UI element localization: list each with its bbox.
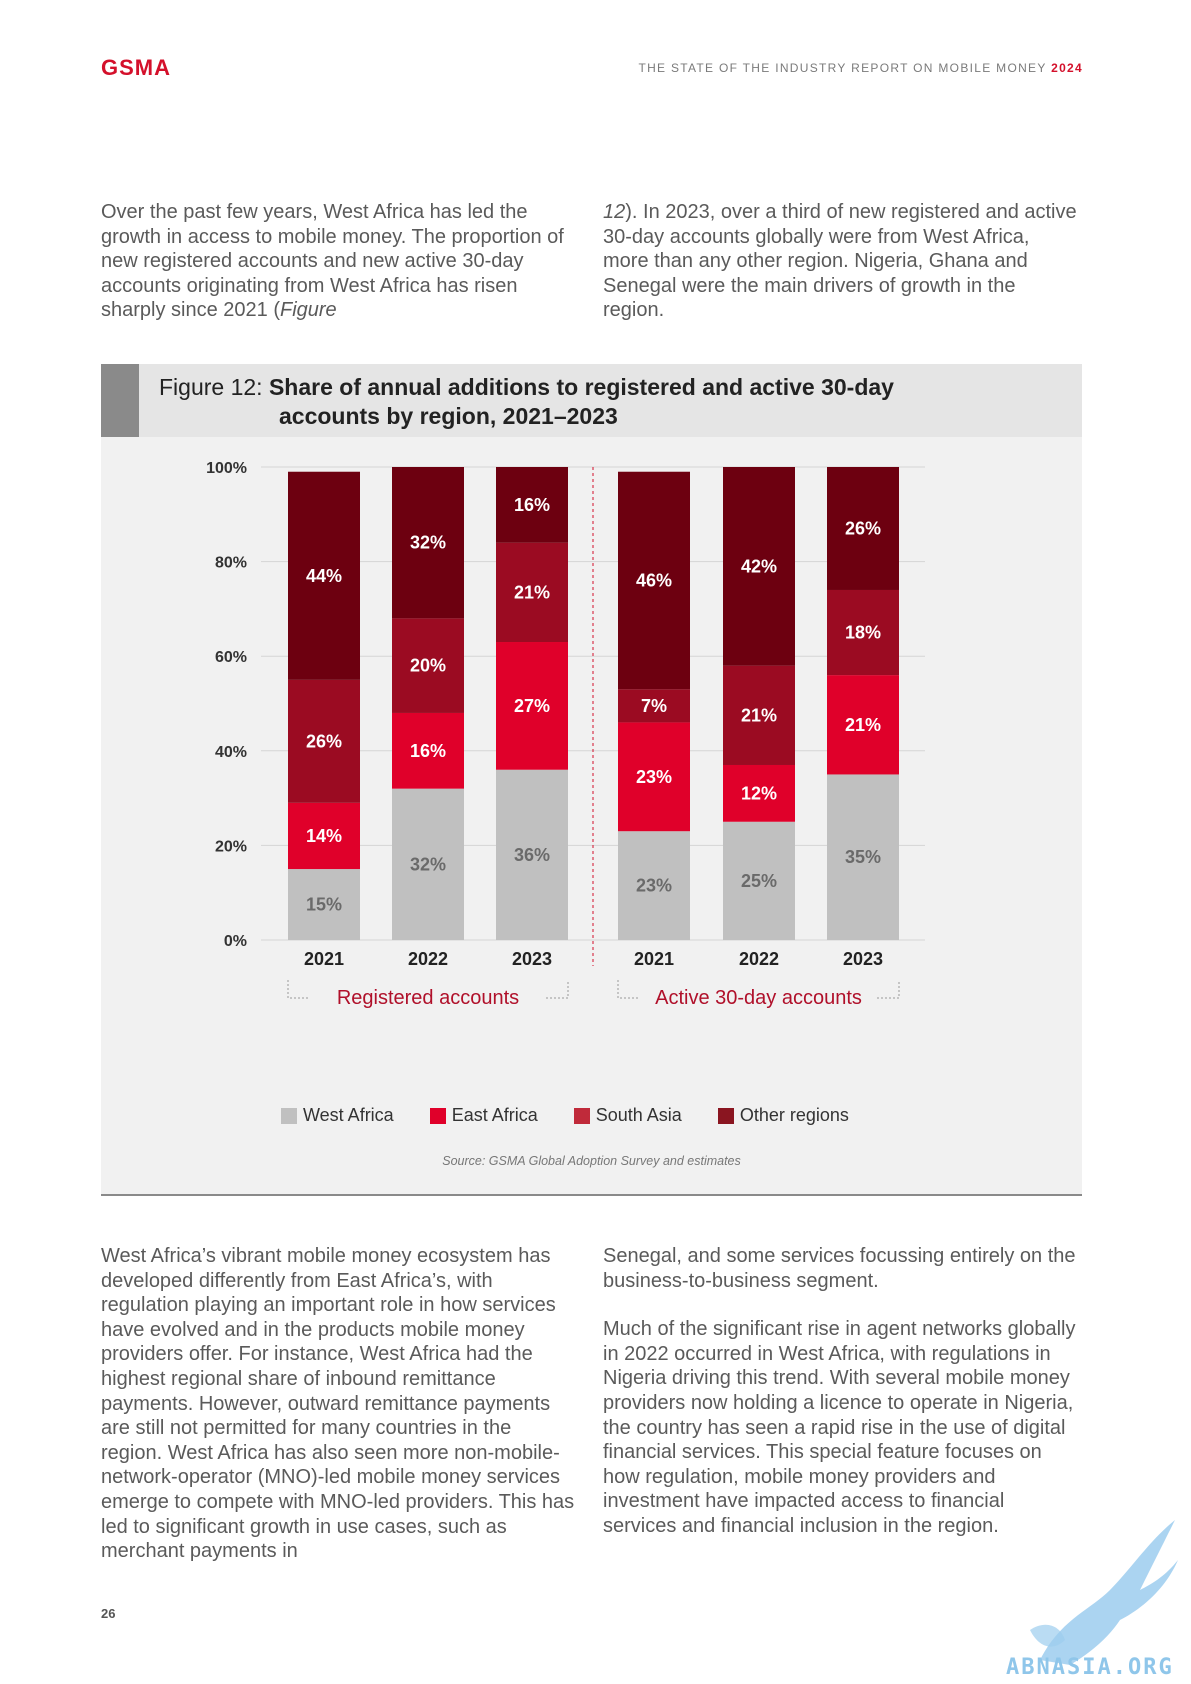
data-label: 21%	[741, 705, 777, 725]
data-label: 16%	[514, 495, 550, 515]
group-label: Active 30-day accounts	[655, 987, 862, 1009]
data-label: 46%	[636, 571, 672, 591]
data-label: 12%	[741, 783, 777, 803]
data-label: 42%	[741, 556, 777, 576]
data-label: 32%	[410, 854, 446, 874]
data-label: 26%	[845, 518, 881, 538]
bar-segment	[288, 679, 360, 803]
legend-label: West Africa	[303, 1105, 394, 1125]
x-tick-label: 2023	[843, 949, 883, 969]
bar-segment	[723, 821, 795, 940]
bar-segment	[723, 665, 795, 765]
bar-segment	[392, 712, 464, 789]
chart-legend: West Africa East Africa South Asia Other re…	[281, 1105, 849, 1126]
watermark-bird-icon	[1030, 1520, 1178, 1665]
bar-segment	[827, 589, 899, 676]
bar-segment	[392, 788, 464, 940]
bar-segment	[827, 774, 899, 940]
data-label: 32%	[410, 533, 446, 553]
x-tick-label: 2022	[408, 949, 448, 969]
data-label: 20%	[410, 656, 446, 676]
data-label: 21%	[514, 582, 550, 602]
legend-swatch	[573, 1107, 590, 1124]
data-label: 23%	[636, 767, 672, 787]
figure-title: Figure 12: Share of annual additions to …	[159, 374, 894, 429]
data-label: 27%	[514, 696, 550, 716]
legend-item: East Africa	[429, 1105, 538, 1126]
y-tick-label: 80%	[215, 555, 247, 572]
body-left-column: West Africa’s vibrant mobile money ecosy…	[101, 1245, 575, 1563]
data-label: 7%	[641, 696, 667, 716]
x-tick-label: 2022	[739, 949, 779, 969]
data-label: 44%	[306, 566, 342, 586]
y-tick-label: 0%	[224, 933, 247, 950]
bar-segment	[618, 471, 690, 690]
data-label: 18%	[845, 623, 881, 643]
bar-segment	[618, 831, 690, 940]
y-tick-label: 40%	[215, 744, 247, 761]
figure-header: Figure 12: Share of annual additions to …	[101, 364, 1082, 437]
bar-segment	[723, 764, 795, 822]
watermark-text: ABNASIA.ORG	[1006, 1655, 1174, 1680]
legend-item: West Africa	[281, 1105, 394, 1126]
bar-segment	[288, 869, 360, 940]
bar-segment	[288, 471, 360, 680]
data-label: 26%	[306, 731, 342, 751]
y-tick-label: 60%	[215, 649, 247, 666]
bar-segment	[723, 467, 795, 666]
legend-swatch	[281, 1107, 297, 1124]
data-label: 15%	[306, 895, 342, 915]
data-label: 21%	[845, 715, 881, 735]
group-bracket	[617, 980, 900, 999]
data-label: 36%	[514, 845, 550, 865]
figure-12: Figure 12: Share of annual additions to …	[101, 364, 1082, 1196]
data-label: 35%	[845, 847, 881, 867]
bar-segment	[618, 689, 690, 723]
legend-swatch	[717, 1107, 734, 1124]
x-tick-label: 2023	[512, 949, 552, 969]
y-tick-label: 100%	[206, 460, 247, 477]
figure-header-bar	[101, 364, 139, 437]
group-label: Registered accounts	[337, 987, 519, 1009]
intro-right-column: 12). In 2023, over a third of new regist…	[603, 201, 1077, 322]
bar-segment	[392, 467, 464, 619]
legend-label: Other regions	[739, 1105, 849, 1125]
figure-source: Source: GSMA Global Adoption Survey and …	[442, 1154, 741, 1168]
report-year: 2024	[1051, 61, 1083, 75]
data-label: 23%	[636, 876, 672, 896]
y-tick-label: 20%	[215, 838, 247, 855]
legend-label: South Asia	[595, 1105, 682, 1125]
data-label: 16%	[410, 741, 446, 761]
bar-segment	[496, 769, 568, 940]
legend-swatch	[429, 1107, 446, 1124]
gsma-logo: GSMA	[101, 55, 171, 80]
bar-segment	[827, 467, 899, 590]
x-tick-label: 2021	[304, 949, 344, 969]
bar-segment	[496, 467, 568, 543]
intro-left-column: Over the past few years, West Africa has…	[101, 201, 564, 322]
legend-item: South Asia	[573, 1105, 682, 1126]
data-label: 25%	[741, 871, 777, 891]
bar-segment	[288, 802, 360, 870]
bar-segment	[827, 675, 899, 775]
body-right-column: Senegal, and some services focussing ent…	[603, 1245, 1076, 1537]
bar-segment	[496, 642, 568, 770]
page-number: 26	[101, 1606, 116, 1621]
legend-label: East Africa	[451, 1105, 538, 1125]
bar-segment	[392, 618, 464, 713]
report-title: THE STATE OF THE INDUSTRY REPORT ON MOBI…	[638, 61, 1083, 75]
bar-segment	[496, 542, 568, 643]
bar-segment	[618, 722, 690, 832]
stacked-bar-chart: 100% 80% 60% 40% 20% 0% 15% 14% 26% 44% 2021 32% 16%…	[206, 460, 925, 1009]
data-label: 14%	[306, 826, 342, 846]
group-bracket	[287, 980, 569, 999]
legend-item: Other regions	[717, 1105, 849, 1126]
x-tick-label: 2021	[634, 949, 674, 969]
